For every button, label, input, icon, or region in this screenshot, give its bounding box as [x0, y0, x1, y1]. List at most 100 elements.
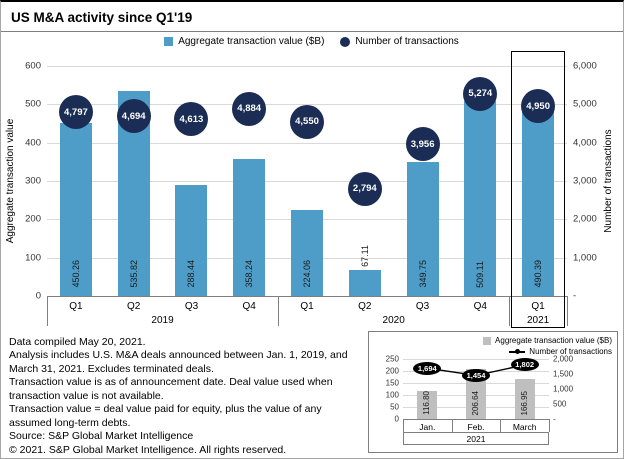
- inset-x-year-label: 2021: [466, 434, 486, 444]
- aggregate-value-bar: [175, 185, 208, 296]
- legend-item: Number of transactions: [340, 36, 459, 47]
- x-tick-quarter: Q1: [531, 301, 545, 312]
- inset-value-bar: [514, 378, 535, 419]
- bar-value-label: 288.44: [186, 260, 197, 288]
- inset-line-marker-label: 1,694: [413, 361, 442, 375]
- y-tick-right: 5,000: [573, 98, 597, 110]
- aggregate-value-bar: [59, 123, 92, 296]
- y-axis-title-left: Aggregate transaction value: [5, 118, 16, 244]
- aggregate-value-bar: [291, 210, 323, 296]
- dot-legend-swatch-icon: [340, 36, 351, 47]
- inset-y-gridline: [403, 359, 549, 360]
- aggregate-value-bar: [464, 100, 497, 296]
- axis-year-separator: [509, 296, 511, 326]
- x-tick-year: 2019: [151, 315, 174, 326]
- x-tick-quarter: Q4: [242, 301, 256, 312]
- y-tick-right: 3,000: [573, 175, 597, 187]
- footnotes: Data compiled May 20, 2021. Analysis incl…: [1, 330, 368, 457]
- y-tick-right: -: [573, 290, 577, 302]
- x-tick-quarter: Q1: [300, 301, 314, 312]
- axis-year-separator: [47, 296, 48, 326]
- bar-value-label: 224.06: [302, 260, 312, 288]
- footnote-line: Source: S&P Global Market Intelligence: [9, 430, 194, 443]
- inset-y-tick-right: 2,000: [553, 354, 574, 364]
- footnote-line: Analysis includes U.S. M&A deals announc…: [9, 349, 348, 375]
- inset-x-tick-month: March: [512, 422, 537, 432]
- inset-month-separator: [451, 419, 453, 432]
- x-tick-year: 2021: [526, 315, 550, 326]
- main-chart-legend: Aggregate transaction value ($B) Number o…: [1, 36, 622, 47]
- aggregate-value-bar: [348, 270, 381, 296]
- aggregate-value-bar: [406, 161, 439, 296]
- aggregate-value-bar: [522, 108, 555, 296]
- y-tick-left: 100: [25, 252, 41, 264]
- line-swatch-dot: [514, 349, 520, 354]
- inset-year-cell: [403, 432, 549, 445]
- bar-legend-swatch-icon: [164, 37, 174, 46]
- x-tick-quarter: Q4: [473, 301, 487, 312]
- transaction-count-dot: 4,950: [521, 89, 556, 124]
- y-tick-right: 1,000: [573, 252, 597, 264]
- bar-value-label: 490.39: [533, 260, 544, 288]
- bar-value-label: 349.75: [417, 260, 428, 288]
- inset-y-tick-left: 0: [394, 414, 399, 424]
- axis-year-separator: [278, 296, 280, 326]
- inset-value-bar: [466, 369, 486, 419]
- inset-x-tick-month: Feb.: [467, 422, 485, 432]
- inset-x-tick-month: Jan.: [419, 422, 436, 432]
- legend-item: Aggregate transaction value ($B): [164, 36, 324, 47]
- legend-label: Aggregate transaction value ($B): [178, 36, 325, 47]
- inset-bar-value-label: 116.80: [422, 391, 432, 415]
- bar-value-label: 450.26: [70, 260, 81, 288]
- inset-y-tick-left: 250: [385, 354, 399, 364]
- aggregate-value-bar: [233, 158, 266, 296]
- y-tick-right: 6,000: [573, 60, 597, 72]
- inset-chart: Aggregate transaction value ($B) Number o…: [368, 331, 618, 453]
- transaction-count-dot: 4,797: [58, 95, 93, 130]
- x-tick-quarter: Q3: [415, 301, 430, 312]
- chart-title: US M&A activity since Q1'19: [11, 10, 193, 25]
- inset-month-separator: [549, 419, 550, 432]
- inset-y-tick-left: 150: [385, 378, 399, 388]
- y-gridline: [47, 142, 567, 144]
- inset-legend-item: Number of transactions: [509, 347, 612, 356]
- x-tick-quarter: Q2: [127, 301, 141, 312]
- inset-y-tick-left: 100: [385, 390, 399, 400]
- y-tick-right: 2,000: [573, 213, 597, 225]
- inset-y-tick-left: 200: [385, 366, 399, 376]
- y-tick-left: 0: [35, 290, 41, 302]
- line-legend-swatch-icon: [509, 348, 526, 355]
- inset-bar-value-label: 206.64: [471, 390, 480, 415]
- inset-table-line: [403, 432, 549, 433]
- inset-y-tick-right: 1,500: [553, 369, 574, 379]
- x-tick-quarter: Q1: [69, 301, 83, 312]
- axis-year-separator: [567, 296, 568, 326]
- inset-y-tick-right: 500: [553, 399, 567, 409]
- transaction-count-dot: 4,613: [174, 102, 209, 137]
- inset-legend-item: Aggregate transaction value ($B): [483, 336, 612, 345]
- inset-month-separator: [500, 419, 502, 432]
- y-gridline: [47, 181, 567, 182]
- transaction-count-dot: 4,694: [116, 99, 151, 134]
- transaction-count-dot: 5,274: [463, 76, 498, 111]
- y-gridline: [47, 296, 567, 297]
- footnote-line: Data compiled May 20, 2021.: [9, 336, 146, 348]
- inset-line-marker-label: 1,454: [462, 368, 490, 382]
- y-tick-left: 200: [25, 213, 41, 225]
- bar-legend-swatch-icon: [483, 336, 492, 345]
- inset-y-tick-left: 50: [390, 402, 399, 412]
- transaction-count-dot: 2,794: [347, 171, 382, 206]
- x-tick-quarter: Q3: [184, 301, 199, 312]
- y-tick-left: 400: [25, 137, 41, 149]
- footnote-line: © 2021. S&P Global Market Intelligence. …: [9, 443, 287, 456]
- x-tick-year: 2020: [382, 315, 405, 326]
- transaction-count-dot: 4,550: [290, 104, 324, 139]
- title-divider: [1, 31, 623, 32]
- y-gridline: [47, 66, 567, 67]
- main-chart: Aggregate transaction value ($B) Number o…: [1, 32, 622, 330]
- inset-month-separator: [403, 419, 404, 432]
- footnote-line: Transaction value is as of announcement …: [9, 376, 333, 402]
- inset-bar-value-label: 166.95: [519, 390, 529, 415]
- bar-value-label: 358.24: [244, 260, 255, 288]
- bottom-section: Data compiled May 20, 2021. Analysis incl…: [1, 330, 622, 457]
